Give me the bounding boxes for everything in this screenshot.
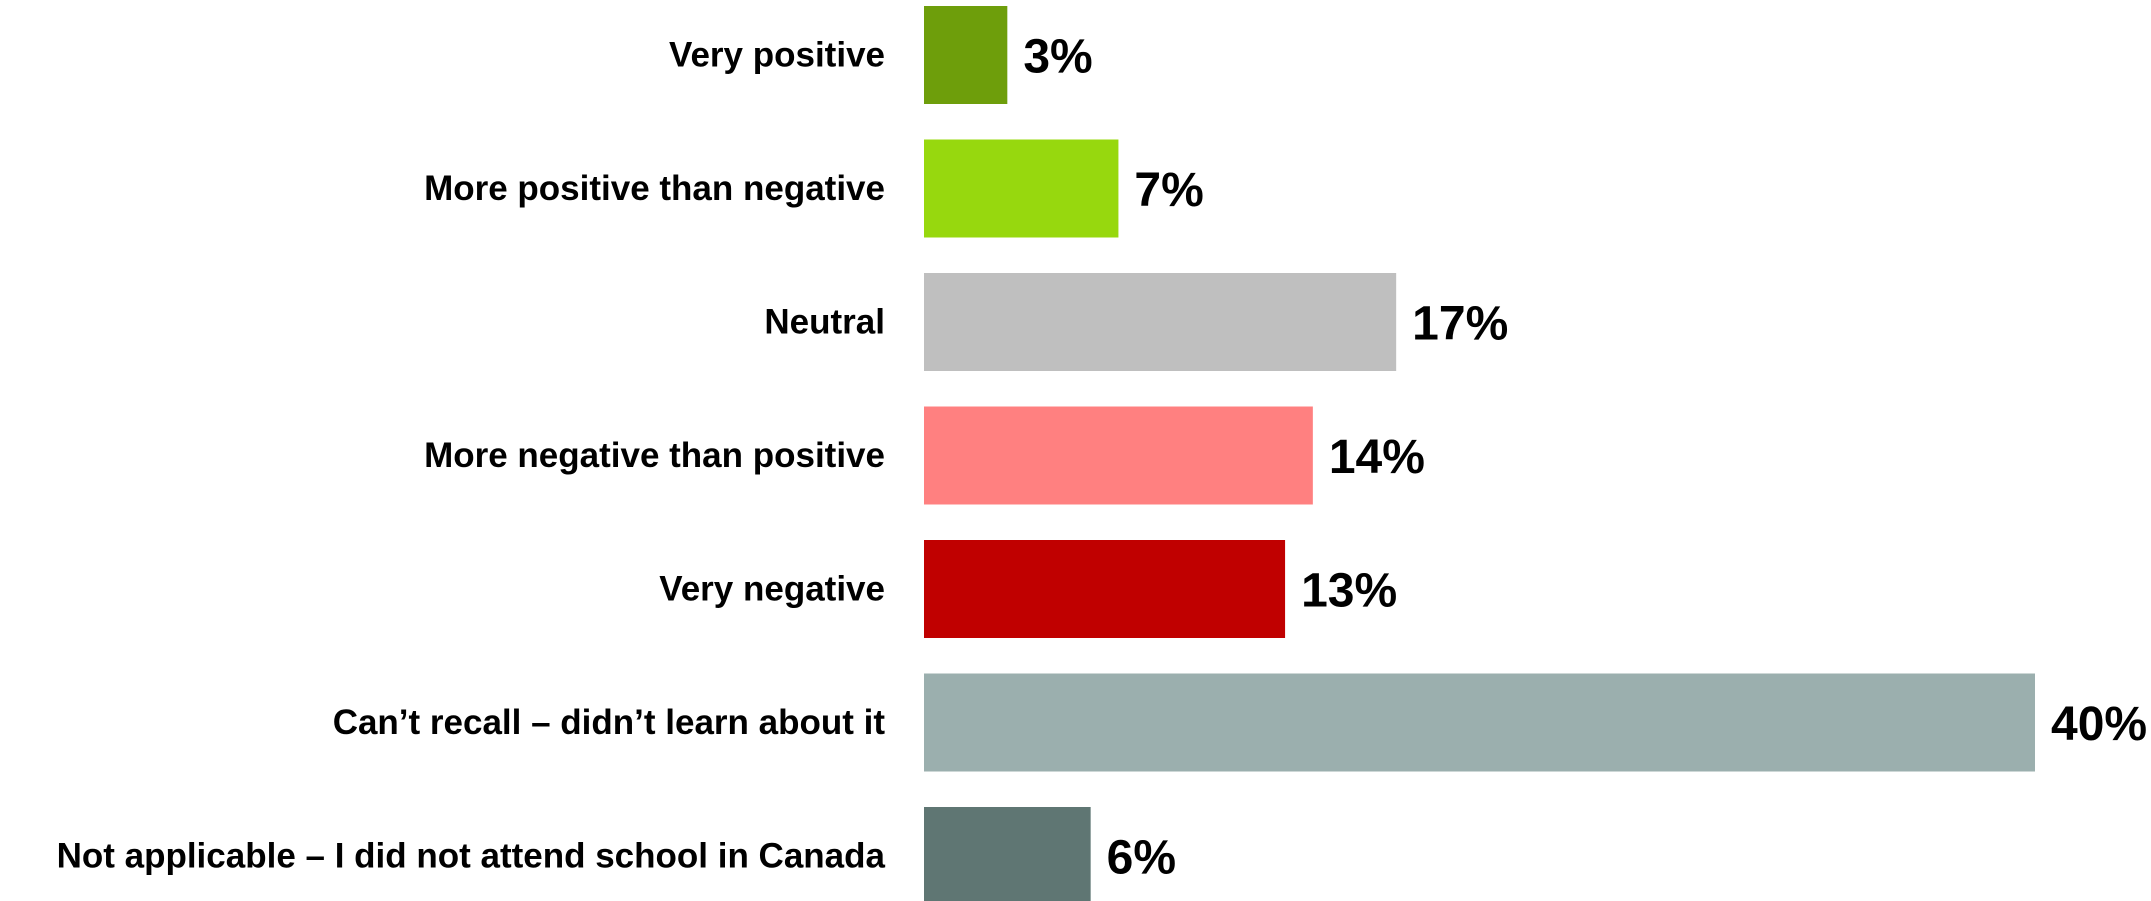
bar-6 (924, 673, 2035, 772)
value-label-3: 17% (1412, 298, 1508, 351)
category-label-5: Very negative (659, 570, 885, 609)
category-label-6: Can’t recall – didn’t learn about it (333, 703, 886, 742)
value-label-2: 7% (1134, 164, 1203, 217)
bar-7 (924, 807, 1091, 901)
bars-layer (924, 6, 2035, 901)
category-label-1: Very positive (669, 36, 885, 75)
value-label-1: 3% (1023, 31, 1092, 84)
bar-5 (924, 540, 1286, 638)
category-labels-layer: Very positive More positive than negative… (57, 36, 886, 876)
bar-4 (924, 406, 1313, 505)
category-label-3: Neutral (764, 303, 885, 342)
bar-2 (924, 139, 1119, 238)
category-label-2: More positive than negative (424, 169, 885, 208)
value-label-4: 14% (1329, 431, 1425, 484)
value-label-6: 40% (2051, 698, 2147, 751)
category-label-4: More negative than positive (424, 436, 885, 475)
bar-1 (924, 6, 1008, 104)
value-label-7: 6% (1107, 832, 1176, 885)
category-label-7: Not applicable – I did not attend school… (57, 837, 886, 876)
bar-3 (924, 273, 1397, 371)
value-label-5: 13% (1301, 565, 1397, 618)
value-labels-layer: 3% 7% 17% 14% 13% 40% 6% (1023, 31, 2147, 885)
